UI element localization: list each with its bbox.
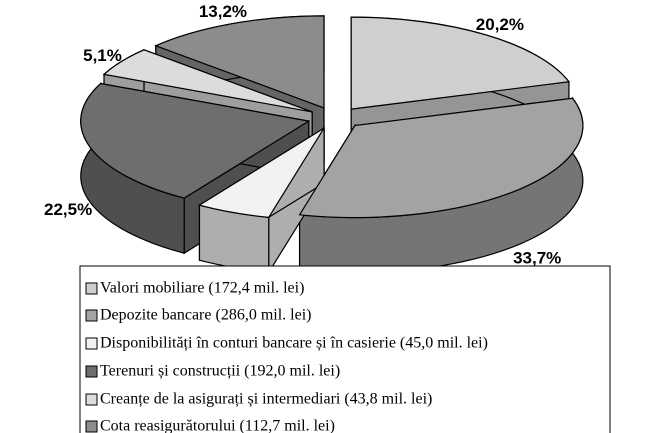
legend-label: Terenuri și construcții (192,0 mil. lei) [100,363,340,380]
legend-swatch [85,393,98,406]
legend-label: Disponibilități în conturi bancare și în… [100,335,488,352]
pie-slice [80,82,311,199]
pie-slice [102,49,313,113]
data-label: 13,2% [199,2,247,21]
pie-slice [298,97,584,219]
legend: Valori mobiliare (172,4 mil. lei) Depozit… [85,280,488,433]
pie-slice [154,15,325,109]
legend-box [79,265,611,433]
legend-label: Creanțe de la asigurați și intermediari … [100,391,432,408]
legend-swatch [85,309,98,322]
legend-swatch [85,337,98,350]
data-label: 33,7% [513,249,561,268]
legend-swatch [85,420,98,433]
legend-swatch [85,365,98,378]
data-label: 5,1% [83,46,122,65]
data-label: 20,2% [476,15,524,34]
pie-tops [80,15,584,219]
legend-label: Valori mobiliare (172,4 mil. lei) [100,280,304,297]
legend-label: Depozite bancare (286,0 mil. lei) [100,307,311,324]
legend-swatch [85,282,98,295]
pie-slice [350,16,571,110]
pie-slice [197,127,325,219]
legend-label: Cota reasigurătorului (112,7 mil. lei) [100,418,335,433]
data-label: 22,5% [44,200,92,219]
